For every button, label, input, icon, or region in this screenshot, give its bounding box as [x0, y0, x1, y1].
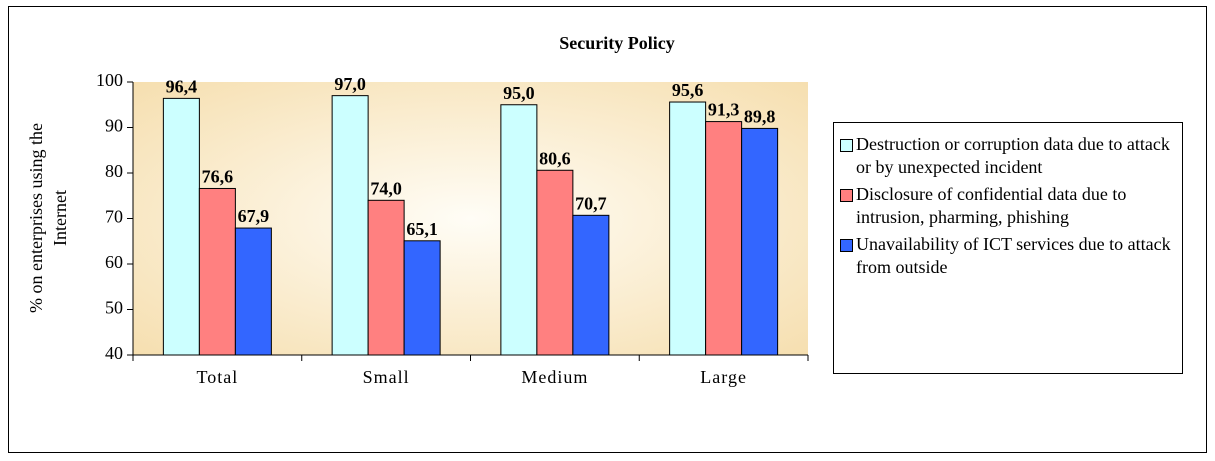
value-label: 67,9: [238, 206, 270, 226]
legend-label: Disclosure of confidential data due to i…: [856, 184, 1127, 227]
y-tick-label: 40: [105, 343, 123, 363]
y-tick-label: 90: [105, 116, 123, 136]
x-tick-label: Total: [197, 367, 239, 387]
value-label: 76,6: [202, 167, 234, 187]
legend-entry: Unavailability of ICT services due to at…: [840, 233, 1178, 279]
legend: Destruction or corruption data due to at…: [833, 122, 1183, 374]
value-label: 74,0: [370, 178, 402, 198]
value-label: 95,6: [672, 80, 704, 100]
legend-entry: Destruction or corruption data due to at…: [840, 133, 1178, 179]
legend-swatch: [840, 189, 853, 202]
bar: [331, 95, 369, 356]
legend-swatch: [840, 239, 853, 252]
bar: [705, 121, 743, 356]
legend-entry: Disclosure of confidential data due to i…: [840, 183, 1178, 229]
x-tick-label: Small: [363, 367, 410, 387]
x-tick-label: Large: [700, 367, 747, 387]
value-label: 70,7: [575, 193, 607, 213]
legend-swatch: [840, 139, 853, 152]
value-label: 96,4: [166, 77, 198, 97]
bar: [669, 101, 707, 356]
y-axis-label: Internet: [50, 190, 70, 246]
y-tick-label: 60: [105, 252, 123, 272]
y-tick-label: 100: [96, 70, 123, 90]
bar: [234, 227, 272, 356]
value-label: 95,0: [503, 83, 535, 103]
bar: [162, 97, 200, 356]
value-label: 97,0: [334, 74, 366, 94]
y-axis-label: % on enterprises using the: [26, 123, 46, 313]
value-label: 80,6: [539, 148, 571, 168]
bar: [198, 187, 236, 356]
legend-label: Destruction or corruption data due to at…: [856, 134, 1170, 177]
bar: [403, 240, 441, 356]
value-label: 91,3: [708, 100, 740, 120]
chart-title: Security Policy: [559, 33, 674, 53]
bar: [572, 214, 610, 356]
bar: [367, 199, 405, 356]
bar: [500, 104, 538, 356]
value-label: 89,8: [744, 107, 776, 127]
bar: [741, 127, 779, 356]
bar: [536, 169, 574, 356]
y-tick-label: 80: [105, 161, 123, 181]
value-label: 65,1: [406, 219, 438, 239]
legend-label: Unavailability of ICT services due to at…: [856, 234, 1171, 277]
y-tick-label: 50: [105, 298, 123, 318]
x-tick-label: Medium: [521, 367, 588, 387]
y-tick-label: 70: [105, 207, 123, 227]
